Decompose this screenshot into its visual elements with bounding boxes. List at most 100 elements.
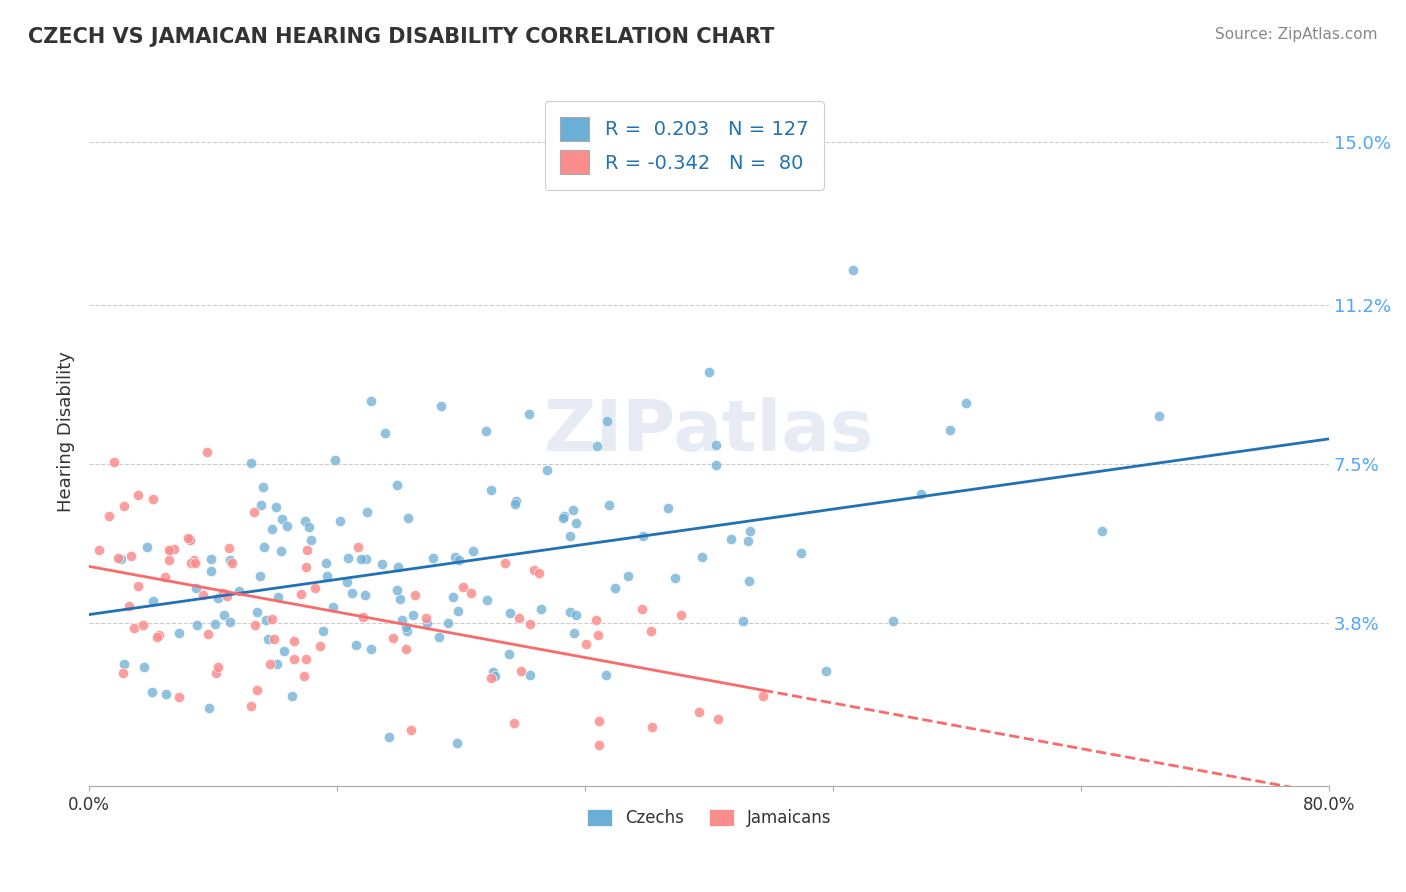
Point	[127, 488, 149, 502]
Point	[427, 631, 450, 645]
Point	[356, 505, 378, 519]
Point	[267, 590, 290, 604]
Point	[430, 399, 453, 413]
Point	[112, 665, 135, 680]
Point	[191, 588, 214, 602]
Point	[176, 531, 198, 545]
Point	[157, 542, 180, 557]
Point	[354, 588, 377, 602]
Point	[183, 553, 205, 567]
Point	[558, 528, 581, 542]
Point	[494, 556, 516, 570]
Point	[416, 615, 439, 630]
Point	[254, 613, 277, 627]
Point	[294, 514, 316, 528]
Point	[283, 652, 305, 666]
Point	[562, 625, 585, 640]
Point	[530, 602, 553, 616]
Point	[463, 543, 485, 558]
Point	[295, 652, 318, 666]
Text: ZIPatlas: ZIPatlas	[544, 397, 875, 467]
Point	[352, 609, 374, 624]
Point	[309, 639, 332, 653]
Point	[153, 570, 176, 584]
Point	[387, 559, 409, 574]
Point	[814, 664, 837, 678]
Legend: Czechs, Jamaicans: Czechs, Jamaicans	[579, 803, 838, 834]
Point	[692, 550, 714, 565]
Point	[214, 608, 236, 623]
Point	[595, 667, 617, 681]
Point	[350, 551, 373, 566]
Point	[243, 505, 266, 519]
Point	[955, 395, 977, 409]
Point	[167, 690, 190, 704]
Point	[482, 665, 505, 679]
Point	[260, 612, 283, 626]
Point	[553, 508, 575, 523]
Point	[132, 617, 155, 632]
Point	[790, 546, 813, 560]
Point	[562, 503, 585, 517]
Point	[112, 657, 135, 672]
Point	[245, 683, 267, 698]
Point	[155, 687, 177, 701]
Point	[169, 626, 191, 640]
Point	[596, 414, 619, 428]
Point	[446, 736, 468, 750]
Point	[280, 689, 302, 703]
Point	[401, 723, 423, 737]
Point	[385, 477, 408, 491]
Point	[740, 524, 762, 539]
Point	[699, 365, 721, 379]
Point	[240, 456, 263, 470]
Point	[179, 533, 201, 547]
Point	[266, 657, 288, 672]
Point	[266, 500, 288, 515]
Point	[252, 480, 274, 494]
Point	[720, 532, 742, 546]
Point	[657, 500, 679, 515]
Point	[198, 701, 221, 715]
Point	[527, 566, 550, 580]
Point	[371, 558, 394, 572]
Point	[422, 551, 444, 566]
Point	[603, 582, 626, 596]
Point	[441, 590, 464, 604]
Point	[127, 579, 149, 593]
Point	[283, 633, 305, 648]
Point	[299, 533, 322, 547]
Point	[186, 618, 208, 632]
Point	[498, 647, 520, 661]
Point	[163, 541, 186, 556]
Point	[195, 445, 218, 459]
Point	[586, 439, 609, 453]
Point	[910, 486, 932, 500]
Point	[508, 611, 530, 625]
Point	[221, 556, 243, 570]
Point	[447, 604, 470, 618]
Point	[519, 617, 541, 632]
Point	[444, 549, 467, 564]
Point	[215, 590, 238, 604]
Point	[523, 563, 546, 577]
Point	[344, 638, 367, 652]
Point	[315, 556, 337, 570]
Point	[103, 455, 125, 469]
Point	[688, 705, 710, 719]
Point	[253, 540, 276, 554]
Point	[503, 497, 526, 511]
Point	[219, 615, 242, 629]
Point	[276, 519, 298, 533]
Point	[273, 644, 295, 658]
Point	[180, 556, 202, 570]
Text: CZECH VS JAMAICAN HEARING DISABILITY CORRELATION CHART: CZECH VS JAMAICAN HEARING DISABILITY COR…	[28, 27, 775, 46]
Point	[110, 551, 132, 566]
Point	[200, 552, 222, 566]
Point	[509, 664, 531, 678]
Point	[451, 581, 474, 595]
Point	[142, 594, 165, 608]
Point	[89, 542, 111, 557]
Point	[228, 583, 250, 598]
Point	[240, 699, 263, 714]
